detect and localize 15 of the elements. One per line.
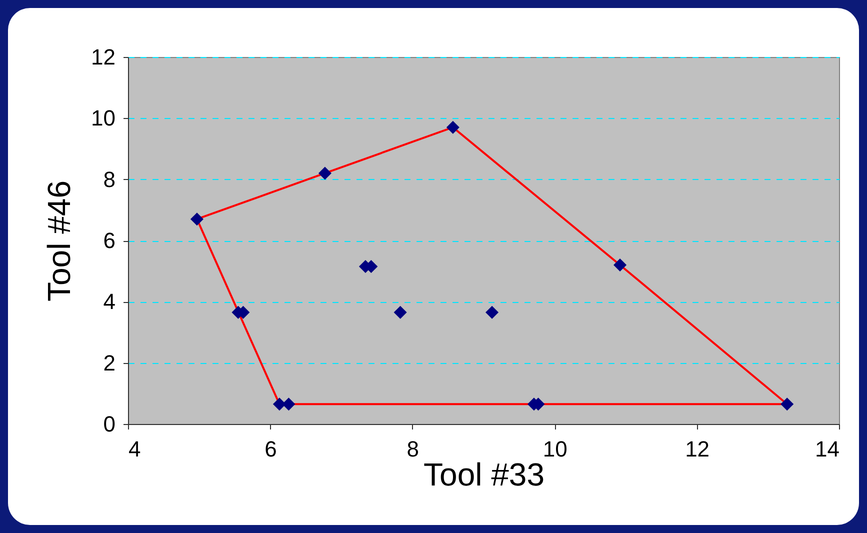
x-axis-title: Tool #33	[424, 456, 544, 492]
x-tick-label: 6	[264, 436, 277, 462]
y-tick-label: 2	[103, 350, 116, 376]
y-tick-label: 0	[103, 412, 116, 436]
x-tick-label: 8	[406, 436, 420, 462]
y-tick-label: 12	[91, 44, 116, 70]
x-tick-label: 10	[542, 436, 568, 462]
y-tick-label: 8	[103, 166, 116, 192]
x-tick-label: 12	[685, 436, 710, 462]
x-tick-label: 4	[128, 436, 141, 462]
y-tick-label: 10	[91, 106, 116, 131]
y-tick-label: 4	[103, 289, 116, 314]
y-tick-label: 6	[103, 228, 116, 253]
y-axis-title: Tool #46	[41, 180, 78, 302]
x-tick-label: 14	[815, 436, 840, 462]
